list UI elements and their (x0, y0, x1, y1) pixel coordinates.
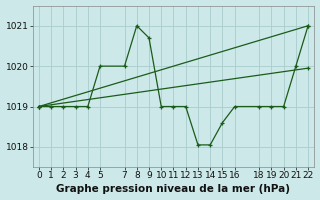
X-axis label: Graphe pression niveau de la mer (hPa): Graphe pression niveau de la mer (hPa) (56, 184, 291, 194)
